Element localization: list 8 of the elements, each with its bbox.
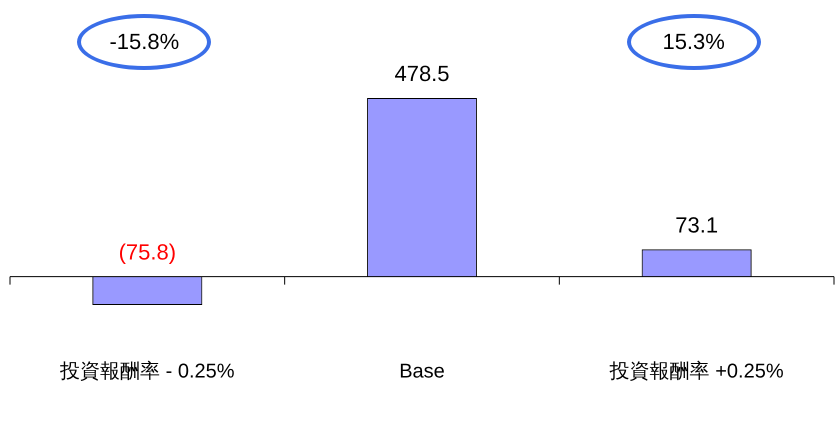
x-tick-label: 投資報酬率 +0.25% <box>608 360 784 383</box>
x-tick-label: 投資報酬率 - 0.25% <box>59 360 235 383</box>
data-label: 478.5 <box>394 61 450 86</box>
oval-outline: -15.8% <box>77 14 212 70</box>
data-label: (75.8) <box>118 240 176 265</box>
data-label: 73.1 <box>675 212 718 238</box>
x-tick-label: Base <box>399 360 445 383</box>
oval-outline: 15.3% <box>626 14 761 70</box>
